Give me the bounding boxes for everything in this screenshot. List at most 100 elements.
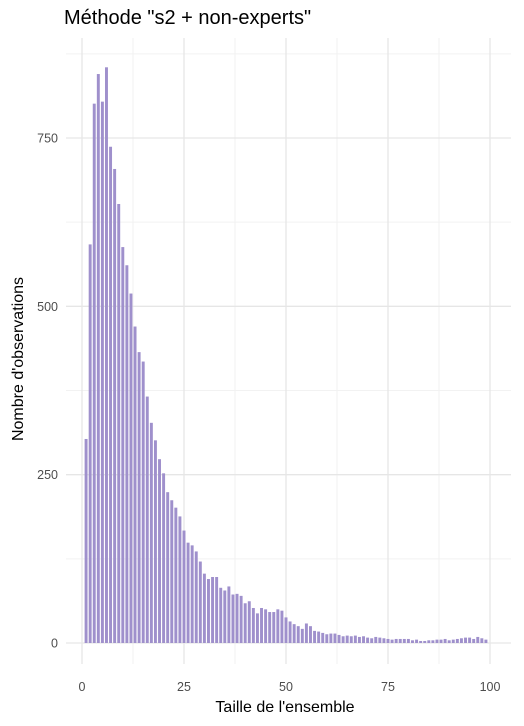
histogram-bar bbox=[398, 638, 402, 643]
histogram-bar bbox=[219, 587, 223, 643]
histogram-bar bbox=[121, 247, 125, 643]
histogram-bar bbox=[166, 492, 170, 643]
histogram-bar bbox=[468, 637, 472, 643]
histogram-bar bbox=[292, 624, 296, 643]
histogram-bar bbox=[260, 607, 263, 643]
histogram-bar bbox=[329, 633, 333, 643]
histogram-bar bbox=[476, 636, 480, 643]
chart-title: Méthode "s2 + non-experts" bbox=[64, 7, 312, 29]
histogram-bar bbox=[402, 638, 406, 643]
histogram-bar bbox=[223, 590, 227, 643]
histogram-bar bbox=[235, 593, 239, 643]
histogram-bar bbox=[243, 603, 247, 643]
histogram-bar bbox=[333, 633, 337, 643]
histogram-bar bbox=[427, 640, 431, 643]
histogram-bar bbox=[353, 635, 357, 643]
histogram-bar bbox=[300, 628, 304, 643]
histogram-bar bbox=[170, 500, 174, 643]
x-tick-label: 100 bbox=[480, 680, 501, 694]
histogram-bar bbox=[317, 631, 321, 643]
histogram-bar bbox=[268, 612, 272, 643]
histogram-bar bbox=[435, 639, 439, 643]
histogram-bar bbox=[129, 293, 133, 643]
histogram-bar bbox=[309, 626, 312, 643]
histogram-bar bbox=[186, 542, 190, 643]
histogram-bar bbox=[96, 74, 100, 643]
histogram-bar bbox=[211, 577, 215, 643]
histogram-bar bbox=[133, 326, 137, 643]
histogram-bar bbox=[423, 640, 427, 643]
histogram-bar bbox=[455, 638, 459, 643]
histogram-bar bbox=[255, 613, 259, 643]
histogram-bar bbox=[357, 636, 361, 643]
histogram-bar bbox=[394, 638, 398, 643]
histogram-bar bbox=[366, 637, 370, 643]
histogram-bar bbox=[341, 636, 345, 643]
histogram-bar bbox=[231, 594, 235, 643]
histogram-bar bbox=[464, 637, 467, 643]
histogram-bar bbox=[362, 636, 365, 643]
histogram-bar bbox=[472, 638, 476, 643]
histogram-bar bbox=[280, 610, 284, 643]
histogram-bar bbox=[382, 638, 386, 643]
histogram-bar bbox=[484, 639, 488, 643]
histogram-bar bbox=[406, 638, 410, 643]
histogram-bar bbox=[459, 638, 463, 643]
histogram-bar bbox=[480, 638, 484, 643]
x-tick-label: 75 bbox=[381, 680, 395, 694]
x-tick-label: 25 bbox=[177, 680, 191, 694]
histogram-bar bbox=[247, 601, 251, 643]
histogram-bar bbox=[251, 607, 255, 643]
histogram-bar bbox=[390, 639, 394, 643]
histogram-bar bbox=[158, 459, 161, 643]
histogram-bar bbox=[288, 621, 292, 643]
histogram-bar bbox=[215, 577, 219, 643]
histogram-bar bbox=[337, 634, 341, 643]
histogram-bar bbox=[276, 609, 280, 643]
histogram-bar bbox=[141, 361, 145, 643]
histogram-bar bbox=[264, 609, 268, 643]
histogram-bar bbox=[109, 146, 113, 643]
histogram-bar bbox=[349, 636, 353, 643]
histogram-bar bbox=[125, 265, 129, 643]
histogram-bar bbox=[100, 101, 104, 643]
histogram-bar bbox=[304, 623, 308, 643]
tick-labels: 0 25 50 75 100 0 250 500 750 bbox=[37, 132, 500, 695]
histogram-bar bbox=[374, 636, 378, 643]
bars bbox=[84, 67, 488, 644]
y-tick-label: 250 bbox=[37, 468, 58, 482]
y-tick-label: 0 bbox=[51, 637, 58, 651]
histogram-bar bbox=[207, 579, 210, 643]
histogram-bar bbox=[202, 573, 206, 643]
histogram-bar bbox=[137, 352, 141, 643]
histogram-bar bbox=[451, 639, 455, 643]
histogram-bar bbox=[439, 639, 443, 643]
histogram-bar bbox=[284, 617, 288, 643]
histogram-bar bbox=[378, 637, 382, 643]
histogram-bar bbox=[415, 639, 419, 643]
x-tick-label: 0 bbox=[79, 680, 86, 694]
histogram-bar bbox=[149, 422, 153, 643]
histogram-bar bbox=[178, 516, 182, 643]
histogram-bar bbox=[313, 630, 317, 643]
histogram-bar bbox=[227, 586, 231, 643]
histogram-bar bbox=[198, 561, 202, 643]
histogram-bar bbox=[411, 640, 414, 643]
histogram-bar bbox=[296, 626, 300, 643]
histogram-bar bbox=[321, 632, 325, 643]
y-tick-label: 500 bbox=[37, 300, 58, 314]
y-tick-label: 750 bbox=[37, 132, 58, 146]
x-tick-label: 50 bbox=[279, 680, 293, 694]
histogram-bar bbox=[325, 634, 329, 643]
histogram-bar bbox=[145, 396, 149, 643]
histogram-bar bbox=[92, 103, 96, 643]
histogram-bar bbox=[431, 640, 435, 643]
y-axis-title: Nombre d'observations bbox=[10, 277, 27, 441]
histogram-bar bbox=[272, 612, 276, 643]
histogram-bar bbox=[162, 473, 166, 643]
histogram-bar bbox=[117, 203, 121, 644]
histogram-bar bbox=[84, 438, 88, 643]
histogram-bar bbox=[174, 507, 178, 643]
histogram-bar bbox=[88, 244, 92, 643]
